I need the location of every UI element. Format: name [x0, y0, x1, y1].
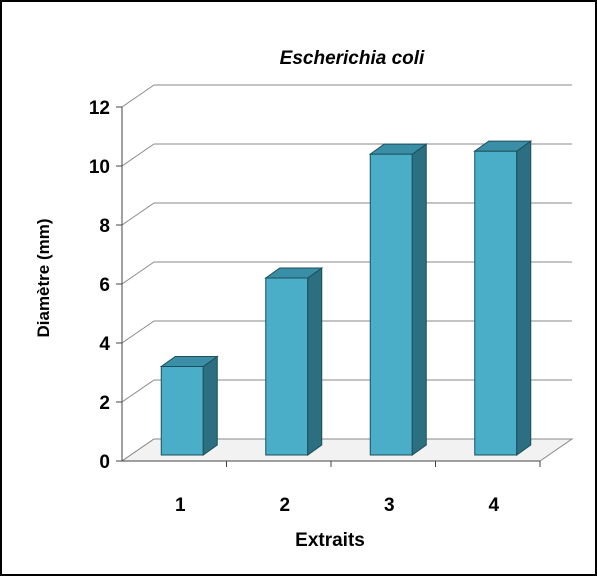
- axis-layer: [116, 106, 541, 467]
- bar-top: [159, 356, 219, 367]
- y-tick-label: 2: [99, 393, 110, 414]
- bar-top: [368, 143, 428, 155]
- bar-side: [411, 143, 427, 456]
- y-tick-label: 10: [89, 157, 110, 178]
- gridline-diagonal: [121, 202, 155, 226]
- bar-top: [473, 140, 533, 152]
- x-tick-label: 2: [279, 495, 290, 516]
- y-tick-label: 4: [99, 334, 110, 355]
- bar-side: [202, 355, 218, 456]
- y-axis-title: Diamètre (mm): [34, 218, 53, 337]
- y-tick-label: 0: [99, 452, 110, 473]
- x-tick-label: 4: [488, 495, 499, 516]
- x-tick-label: 3: [384, 495, 395, 516]
- gridline-diagonal: [121, 320, 155, 344]
- bar-side: [516, 140, 532, 456]
- x-axis-title: Extraits: [295, 530, 365, 551]
- y-tick-label: 8: [99, 216, 110, 237]
- bar: [369, 153, 413, 456]
- y-tick-label: 6: [99, 275, 110, 296]
- bar: [160, 366, 204, 456]
- gridline-diagonal: [121, 84, 155, 108]
- chart-title: Escherichia coli: [280, 48, 425, 69]
- gridline-diagonal: [121, 261, 155, 285]
- bar: [474, 150, 518, 456]
- gridline-diagonal: [121, 143, 155, 167]
- bar: [265, 277, 309, 456]
- bar-top: [264, 267, 324, 279]
- x-tick-label: 1: [175, 495, 186, 516]
- bar-side: [307, 267, 323, 456]
- gridline-diagonal: [121, 379, 155, 403]
- y-tick-label: 12: [89, 98, 110, 119]
- bars-layer: [159, 140, 533, 456]
